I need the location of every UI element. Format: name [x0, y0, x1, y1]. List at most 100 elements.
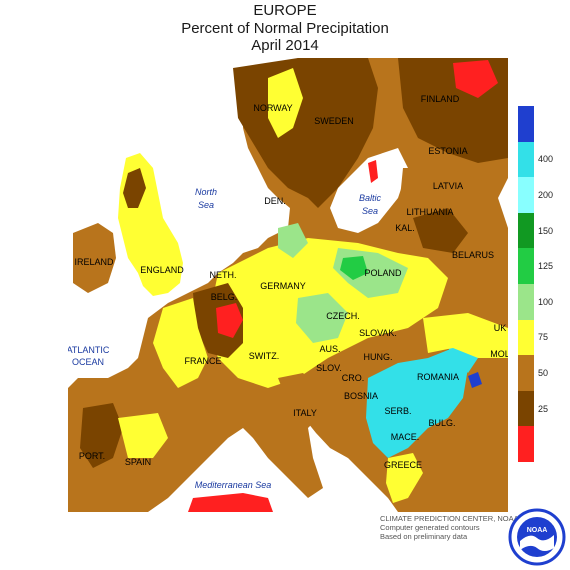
noaa-logo-icon: NOAA	[508, 508, 566, 566]
svg-text:ITALY: ITALY	[293, 408, 317, 418]
map-period: April 2014	[251, 37, 319, 54]
svg-text:DEN.: DEN.	[264, 196, 286, 206]
svg-text:CZECH.: CZECH.	[326, 311, 360, 321]
label-finland: FINLAND	[421, 94, 460, 104]
label-ireland: IRELAND	[74, 257, 114, 267]
label-estonia: ESTONIA	[428, 146, 467, 156]
svg-text:BELARUS: BELARUS	[452, 250, 494, 260]
svg-text:ENGLAND: ENGLAND	[140, 265, 184, 275]
svg-text:FRANCE: FRANCE	[184, 356, 221, 366]
label-aus: AUS.	[319, 344, 340, 354]
land-africa-red	[188, 493, 273, 512]
label-atlantic-1: ATLANTIC	[68, 345, 110, 355]
svg-text:KAL.: KAL.	[395, 223, 415, 233]
land-norway-yellow	[268, 68, 303, 138]
label-belarus: BELARUS	[452, 250, 494, 260]
label-poland: POLAND	[364, 268, 402, 278]
map-title-block: EUROPE Percent of Normal Precipitation A…	[0, 2, 570, 55]
legend-tick-label: 50	[538, 368, 549, 378]
label-mace: MACE.	[391, 432, 420, 442]
land-balkan-cyan	[366, 348, 468, 458]
svg-text:POLAND: POLAND	[364, 268, 402, 278]
land-finland-red	[453, 60, 498, 98]
svg-text:GERMANY: GERMANY	[260, 281, 306, 291]
land-france-yellow	[153, 298, 208, 388]
land-romania-yellow	[423, 313, 508, 358]
svg-text:Sea: Sea	[362, 206, 378, 216]
legend-swatch	[518, 355, 534, 391]
label-atlantic-2: OCEAN	[72, 357, 104, 367]
label-slov: SLOV.	[316, 363, 342, 373]
label-france: FRANCE	[184, 356, 221, 366]
precipitation-map: NORWAY SWEDEN FINLAND ESTONIA LATVIA LIT…	[68, 58, 508, 512]
label-germany: GERMANY	[260, 281, 306, 291]
land-ireland	[73, 223, 116, 293]
label-hung: HUNG.	[364, 352, 393, 362]
svg-text:Baltic: Baltic	[359, 193, 382, 203]
svg-text:North: North	[195, 187, 217, 197]
label-north-sea-2: Sea	[198, 200, 214, 210]
land-green-4	[296, 293, 348, 343]
svg-text:BOSNIA: BOSNIA	[344, 391, 378, 401]
legend-colorbar: 25 50 75 100 125 150 200 400	[518, 106, 553, 462]
svg-text:SWEDEN: SWEDEN	[314, 116, 354, 126]
svg-text:FINLAND: FINLAND	[421, 94, 460, 104]
svg-text:Mediterranean Sea: Mediterranean Sea	[195, 480, 272, 490]
svg-text:MOL: MOL	[490, 349, 508, 359]
svg-text:HUNG.: HUNG.	[364, 352, 393, 362]
land-blue-patch	[468, 372, 482, 388]
svg-text:ROMANIA: ROMANIA	[417, 372, 459, 382]
label-baltic-sea-1: Baltic	[359, 193, 382, 203]
label-latvia: LATVIA	[433, 181, 463, 191]
land-baltics-brown	[413, 208, 468, 253]
legend-swatch	[518, 426, 534, 462]
credits: CLIMATE PREDICTION CENTER, NOAA Computer…	[380, 514, 519, 541]
label-cro: CRO.	[342, 373, 365, 383]
svg-text:SLOV.: SLOV.	[316, 363, 342, 373]
label-mediterranean: Mediterranean Sea	[195, 480, 272, 490]
legend-tick-label: 25	[538, 403, 549, 414]
svg-text:GREECE: GREECE	[384, 460, 422, 470]
svg-text:BULG.: BULG.	[428, 418, 455, 428]
label-mol: MOL	[490, 349, 508, 359]
credits-line-1: CLIMATE PREDICTION CENTER, NOAA	[380, 514, 519, 523]
label-port: PORT.	[79, 451, 105, 461]
legend-tick-label: 400	[538, 154, 554, 165]
legend-swatch	[518, 319, 534, 356]
legend-swatch	[518, 106, 534, 142]
label-kal: KAL.	[395, 223, 415, 233]
land-gotland-red	[368, 160, 378, 183]
svg-text:NETH.: NETH.	[210, 270, 237, 280]
label-italy: ITALY	[293, 408, 317, 418]
label-norway: NORWAY	[253, 103, 292, 113]
land-greece	[386, 453, 423, 503]
legend-tick-label: 125	[538, 261, 554, 272]
svg-text:IRELAND: IRELAND	[74, 257, 114, 267]
label-lithuania: LITHUANIA	[406, 207, 453, 217]
map-title: EUROPE	[253, 2, 317, 19]
land-green-3	[340, 256, 368, 280]
land-belgium-red	[216, 303, 243, 338]
label-neth: NETH.	[210, 270, 237, 280]
label-switz: SWITZ.	[249, 351, 280, 361]
svg-text:SERB.: SERB.	[384, 406, 411, 416]
label-england: ENGLAND	[140, 265, 184, 275]
label-uk: UK	[494, 323, 507, 333]
legend-tick-label: 200	[538, 190, 554, 200]
svg-text:LATVIA: LATVIA	[433, 181, 463, 191]
svg-text:SLOVAK.: SLOVAK.	[359, 328, 397, 338]
label-bosnia: BOSNIA	[344, 391, 378, 401]
svg-text:MACE.: MACE.	[391, 432, 420, 442]
svg-text:BELG.: BELG.	[211, 292, 238, 302]
svg-text:OCEAN: OCEAN	[72, 357, 104, 367]
svg-text:SPAIN: SPAIN	[125, 457, 151, 467]
svg-text:LITHUANIA: LITHUANIA	[406, 207, 453, 217]
land-italy	[278, 373, 358, 458]
svg-text:SWITZ.: SWITZ.	[249, 351, 280, 361]
label-serb: SERB.	[384, 406, 411, 416]
svg-text:UK: UK	[494, 323, 507, 333]
svg-text:ESTONIA: ESTONIA	[428, 146, 467, 156]
legend-swatch	[518, 248, 534, 284]
legend-swatch	[518, 390, 534, 427]
svg-text:CRO.: CRO.	[342, 373, 365, 383]
